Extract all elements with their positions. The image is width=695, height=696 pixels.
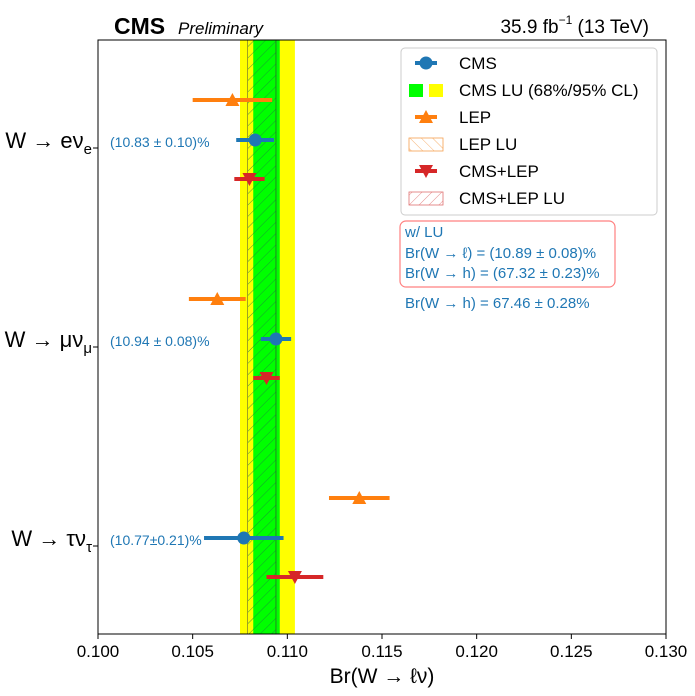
category-value: (10.94 ± 0.08)% [110, 333, 210, 349]
x-tick-label: 0.105 [171, 642, 214, 661]
experiment-label: CMS [114, 13, 165, 39]
x-tick-label: 0.130 [645, 642, 688, 661]
data-marks [188, 93, 390, 584]
lu-info-box: w/ LU Br(W → ℓ) = (10.89 ± 0.08)% Br(W →… [399, 220, 616, 288]
category-value: (10.77±0.21)% [110, 532, 202, 548]
legend: CMS CMS LU (68%/95% CL) LEP LEP LU CMS+LEP CM… [400, 47, 658, 216]
legend-label: LEP [459, 108, 491, 127]
legend-label: CMS+LEP [459, 162, 539, 181]
lep-point [225, 93, 240, 106]
lu-lepton-text: Br(W → ℓ) = (10.89 ± 0.08)% [405, 245, 596, 262]
lu-title: w/ LU [404, 224, 443, 241]
legend-swatch-marker [419, 165, 433, 178]
lu-hadron-text: Br(W → h) = (67.32 ± 0.23)% [405, 265, 600, 282]
status-label: Preliminary [178, 19, 265, 38]
lu-info-frame [399, 220, 616, 288]
x-tick-label: 0.100 [77, 642, 120, 661]
lumi-label: 35.9 fb−1 (13 TeV) [500, 13, 649, 38]
hadron-text: Br(W → h) = 67.46 ± 0.28% [405, 295, 590, 312]
x-tick-label: 0.120 [455, 642, 498, 661]
legend-label: CMS+LEP LU [459, 189, 565, 208]
legend-label: CMS [459, 54, 497, 73]
category-label: W → τντ [11, 526, 92, 556]
lep-point [210, 292, 225, 305]
legend-swatch-comb-lu [408, 191, 444, 206]
cms-point [269, 332, 283, 346]
x-tick-label: 0.125 [550, 642, 593, 661]
cms-point [248, 133, 262, 147]
lep-point [352, 491, 367, 504]
cms-lep-point [259, 372, 274, 385]
legend-swatch-marker [419, 56, 433, 70]
legend-swatch-68 [409, 84, 423, 97]
category-label: W → eνe [5, 128, 92, 158]
legend-label: CMS LU (68%/95% CL) [459, 81, 639, 100]
legend-swatch-lep-lu [408, 137, 444, 152]
category-value: (10.83 ± 0.10)% [110, 134, 210, 150]
x-tick-label: 0.115 [361, 642, 402, 661]
category-labels: W → eνe (10.83 ± 0.10)% W → μνμ (10.94 ± 0.… [5, 128, 210, 556]
cms-lep-point [242, 173, 257, 186]
legend-label: LEP LU [459, 135, 517, 154]
cms-point [237, 531, 251, 545]
cms-lep-point [287, 571, 302, 584]
legend-swatch-95 [429, 84, 443, 97]
x-axis: 0.100 0.105 0.110 0.115 0.120 0.125 0.130 [77, 634, 688, 661]
x-tick-label: 0.110 [267, 642, 308, 661]
x-axis-title: Br(W → ℓν) [330, 665, 435, 688]
legend-box [400, 47, 658, 216]
legend-swatch-marker [419, 110, 433, 123]
category-label: W → μνμ [5, 327, 92, 357]
